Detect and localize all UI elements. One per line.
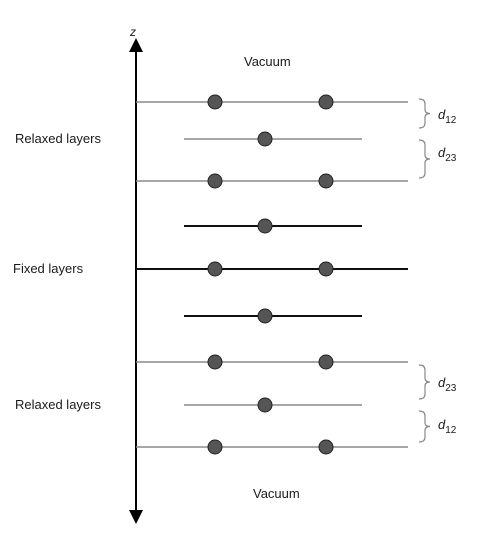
atom-layer-3-1 [207,173,223,189]
atom-layer-3-2 [318,173,334,189]
spacing-braces [418,98,431,443]
spacing-brace-2 [418,139,431,179]
atom-layer-9-2 [318,439,334,455]
spacing-brace-3 [418,364,431,400]
spacing-label-d23-top: d23 [438,145,457,164]
atom-layer-2-1 [257,131,273,147]
atom-layer-9-1 [207,439,223,455]
z-axis-label: z [129,25,136,39]
atom-layer-6-1 [257,308,273,324]
relaxed-layers-top-label: Relaxed layers [15,131,101,146]
atom-layer-1-1 [207,94,223,110]
atom-layer-4-1 [257,218,273,234]
spacing-label-d12-bottom: d12 [438,417,457,436]
spacing-label-d23-bottom: d23 [438,375,457,394]
atom-layer-8-1 [257,397,273,413]
spacing-label-d12-top: d12 [438,107,457,126]
relaxed-layers-bottom-label: Relaxed layers [15,397,101,412]
atom-layer-5-2 [318,261,334,277]
atom-layer-5-1 [207,261,223,277]
vacuum-bottom-label: Vacuum [253,486,300,501]
vacuum-top-label: Vacuum [244,54,291,69]
spacing-brace-4 [418,410,431,443]
atom-layer-7-1 [207,354,223,370]
atomic-layers [136,94,408,455]
spacing-brace-1 [418,98,431,129]
atom-layer-1-2 [318,94,334,110]
fixed-layers-label: Fixed layers [13,261,84,276]
atom-layer-7-2 [318,354,334,370]
